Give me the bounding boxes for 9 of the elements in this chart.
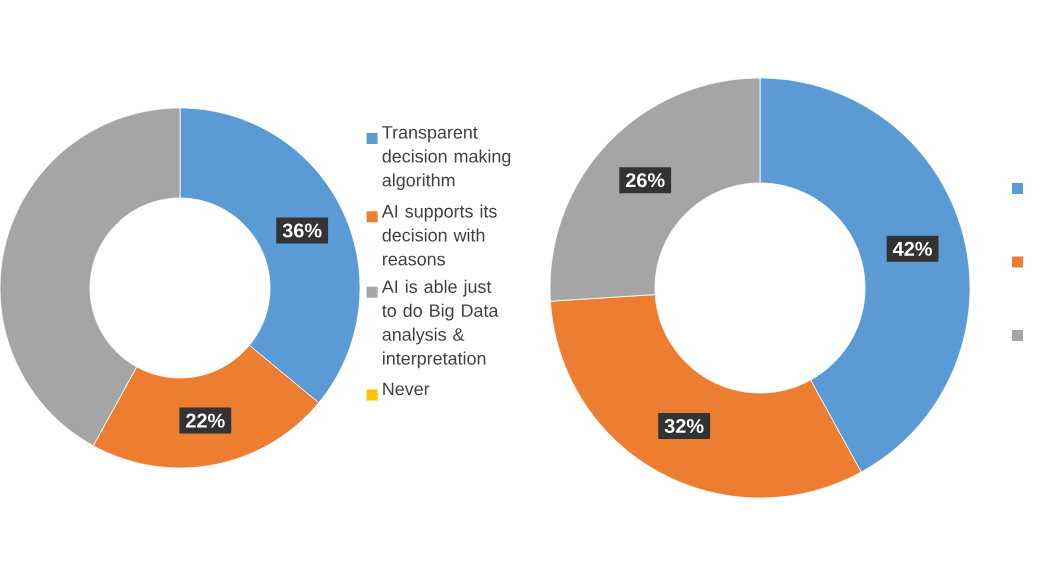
legend-label: AI supports its decision with reasons xyxy=(381,204,497,266)
data-label: 22% xyxy=(186,413,225,428)
legend-label: Transparent decision making algorithm xyxy=(382,126,511,191)
data-label: 36% xyxy=(282,223,322,238)
legend-label: AI is able just to do Big Data analysis & interpretation xyxy=(381,279,499,369)
data-label: 26% xyxy=(625,173,665,188)
data-label: 32% xyxy=(664,418,704,434)
data-label: 42% xyxy=(892,241,932,256)
legend-label: Never xyxy=(383,382,430,396)
